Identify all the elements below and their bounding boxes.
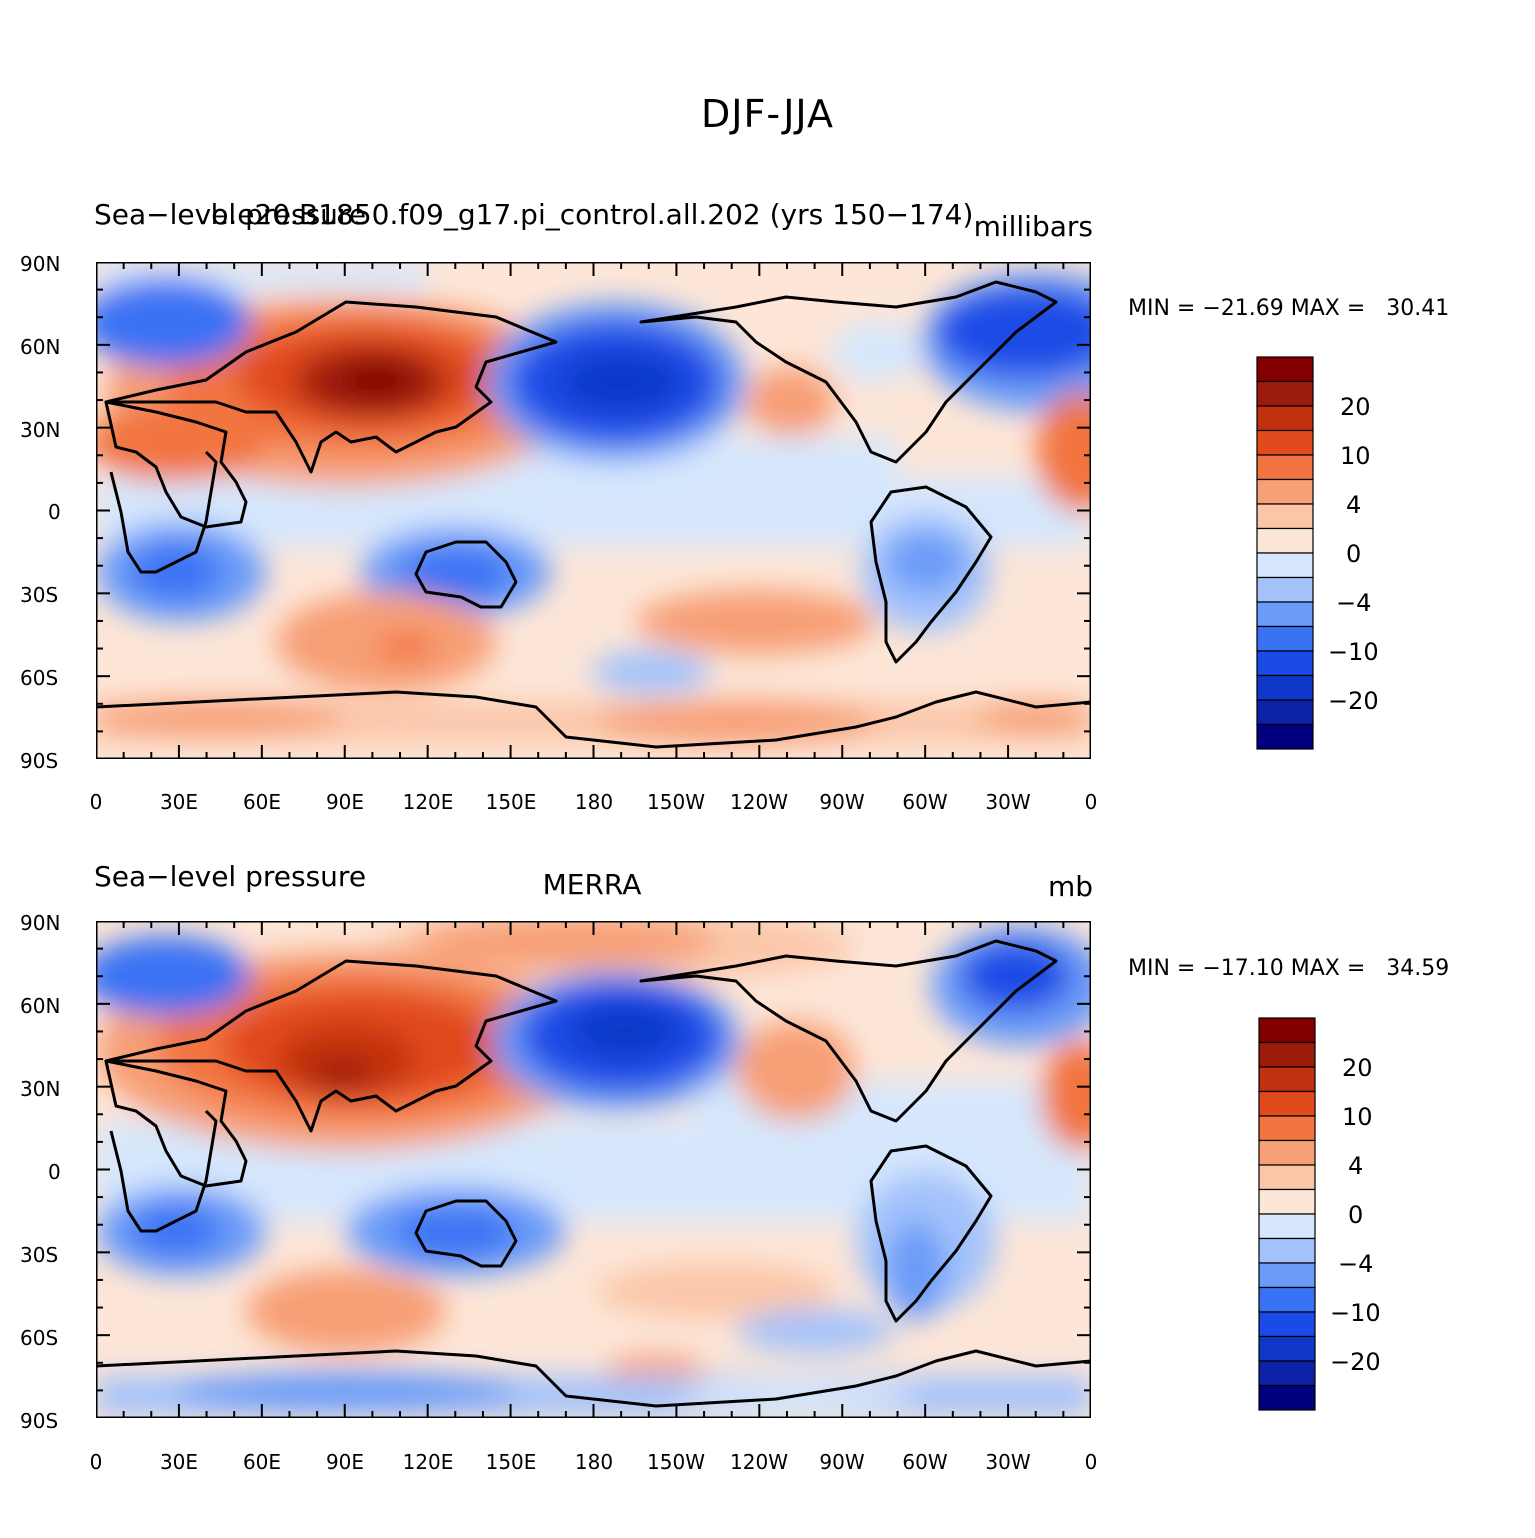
colorbar-swatch [1258, 1360, 1316, 1387]
p2-lon-tick: 60E [242, 1450, 282, 1474]
colorbar-swatch [1256, 699, 1314, 726]
p2-cb-label: 4 [1348, 1152, 1364, 1180]
p1-lat-tick-60s: 60S [20, 666, 59, 690]
p2-lon-tick: 30E [159, 1450, 199, 1474]
colorbar-swatch [1258, 1115, 1316, 1142]
colorbar-swatch [1258, 1335, 1316, 1362]
p2-lon-tick: 120E [402, 1450, 454, 1474]
p1-cb-label: −20 [1328, 687, 1379, 715]
p2-lon-tick: 120W [730, 1450, 788, 1474]
colorbar-swatch [1256, 723, 1314, 750]
colorbar-swatch [1256, 527, 1314, 554]
panel2-left-title: Sea−level pressure [94, 860, 367, 893]
colorbar-swatch [1256, 625, 1314, 652]
p2-lat-tick-30n: 30N [20, 1077, 61, 1101]
p1-lon-tick: 0 [1084, 790, 1098, 814]
p1-cb-label: −4 [1336, 589, 1372, 617]
panel2-units: mb [1047, 870, 1093, 903]
p2-lat-tick-0: 0 [48, 1160, 61, 1184]
colorbar-swatch [1256, 552, 1314, 579]
p2-cb-label: 20 [1342, 1054, 1373, 1082]
p1-cb-label: 0 [1346, 540, 1362, 568]
p1-lon-tick: 60W [902, 790, 948, 814]
p1-lon-tick: 30E [159, 790, 199, 814]
p1-lat-tick-90s: 90S [20, 749, 59, 773]
p1-cb-label: −10 [1328, 638, 1379, 666]
p1-lon-tick: 0 [89, 790, 103, 814]
p1-lon-tick: 90W [819, 790, 865, 814]
p1-lon-tick: 120E [402, 790, 454, 814]
panel2-map [96, 921, 1091, 1418]
colorbar-swatch [1256, 454, 1314, 481]
p2-cb-label: 0 [1348, 1201, 1364, 1229]
p1-lat-tick-30s: 30S [20, 583, 59, 607]
colorbar-swatch [1258, 1237, 1316, 1264]
colorbar-swatch [1258, 1164, 1316, 1191]
colorbar-swatch [1256, 405, 1314, 432]
p2-lon-tick: 0 [89, 1450, 103, 1474]
panel2-center-title: MERRA [542, 868, 642, 901]
colorbar-swatch [1256, 674, 1314, 701]
panel1-units: millibars [973, 210, 1093, 243]
p1-lat-tick-0: 0 [48, 500, 61, 524]
colorbar-swatch [1258, 1017, 1316, 1044]
p2-lon-tick: 60W [902, 1450, 948, 1474]
p2-lat-tick-60n: 60N [20, 994, 61, 1018]
colorbar-swatch [1258, 1213, 1316, 1240]
p2-lon-tick: 30W [985, 1450, 1031, 1474]
p1-lat-tick-90n: 90N [20, 252, 61, 276]
colorbar-swatch [1258, 1139, 1316, 1166]
p2-cb-label: −20 [1330, 1348, 1381, 1376]
colorbar-swatch [1258, 1188, 1316, 1215]
p1-cb-label: 4 [1346, 491, 1362, 519]
colorbar-swatch [1256, 429, 1314, 456]
p2-lat-tick-90s: 90S [20, 1409, 59, 1433]
panel1-center-title: b.e20.B1850.f09_g17.pi_control.all.202 (… [210, 198, 974, 231]
p2-lon-tick: 90W [819, 1450, 865, 1474]
p2-lat-tick-30s: 30S [20, 1243, 59, 1267]
p1-lon-tick: 30W [985, 790, 1031, 814]
p2-cb-label: 10 [1342, 1103, 1373, 1131]
panel1-min-max: MIN = −21.69 MAX = 30.41 [1128, 296, 1450, 321]
colorbar-swatch [1258, 1041, 1316, 1068]
p2-lon-tick: 150E [485, 1450, 537, 1474]
colorbar-swatch [1258, 1311, 1316, 1338]
p2-lon-tick: 150W [647, 1450, 705, 1474]
colorbar-swatch [1258, 1262, 1316, 1289]
p1-cb-label: 10 [1340, 442, 1371, 470]
colorbar-swatch [1256, 650, 1314, 677]
colorbar-swatch [1256, 356, 1314, 383]
colorbar-swatch [1258, 1066, 1316, 1093]
colorbar-swatch [1256, 601, 1314, 628]
panel1-colorbar [1256, 356, 1314, 750]
p2-lat-tick-60s: 60S [20, 1326, 59, 1350]
figure-title: DJF-JJA [701, 92, 834, 136]
p1-lon-tick: 150W [647, 790, 705, 814]
panel1-left-title: Sea−level pressure [94, 198, 367, 231]
panel2-colorbar [1258, 1017, 1316, 1411]
colorbar-swatch [1258, 1090, 1316, 1117]
colorbar-swatch [1258, 1384, 1316, 1411]
p1-lat-tick-30n: 30N [20, 418, 61, 442]
colorbar-swatch [1256, 503, 1314, 530]
p1-lat-tick-60n: 60N [20, 335, 61, 359]
p2-lon-tick: 180 [574, 1450, 614, 1474]
panel1-map [96, 262, 1091, 759]
colorbar-swatch [1256, 380, 1314, 407]
p1-lon-tick: 180 [574, 790, 614, 814]
colorbar-swatch [1256, 478, 1314, 505]
panel2-min-max: MIN = −17.10 MAX = 34.59 [1128, 956, 1450, 981]
p2-cb-label: −10 [1330, 1299, 1381, 1327]
p2-lat-tick-90n: 90N [20, 911, 61, 935]
p1-lon-tick: 60E [242, 790, 282, 814]
p1-lon-tick: 120W [730, 790, 788, 814]
colorbar-swatch [1256, 576, 1314, 603]
p1-lon-tick: 90E [325, 790, 365, 814]
p1-lon-tick: 150E [485, 790, 537, 814]
p2-cb-label: −4 [1338, 1250, 1374, 1278]
p2-lon-tick: 0 [1084, 1450, 1098, 1474]
p1-cb-label: 20 [1340, 393, 1371, 421]
p2-lon-tick: 90E [325, 1450, 365, 1474]
colorbar-swatch [1258, 1286, 1316, 1313]
